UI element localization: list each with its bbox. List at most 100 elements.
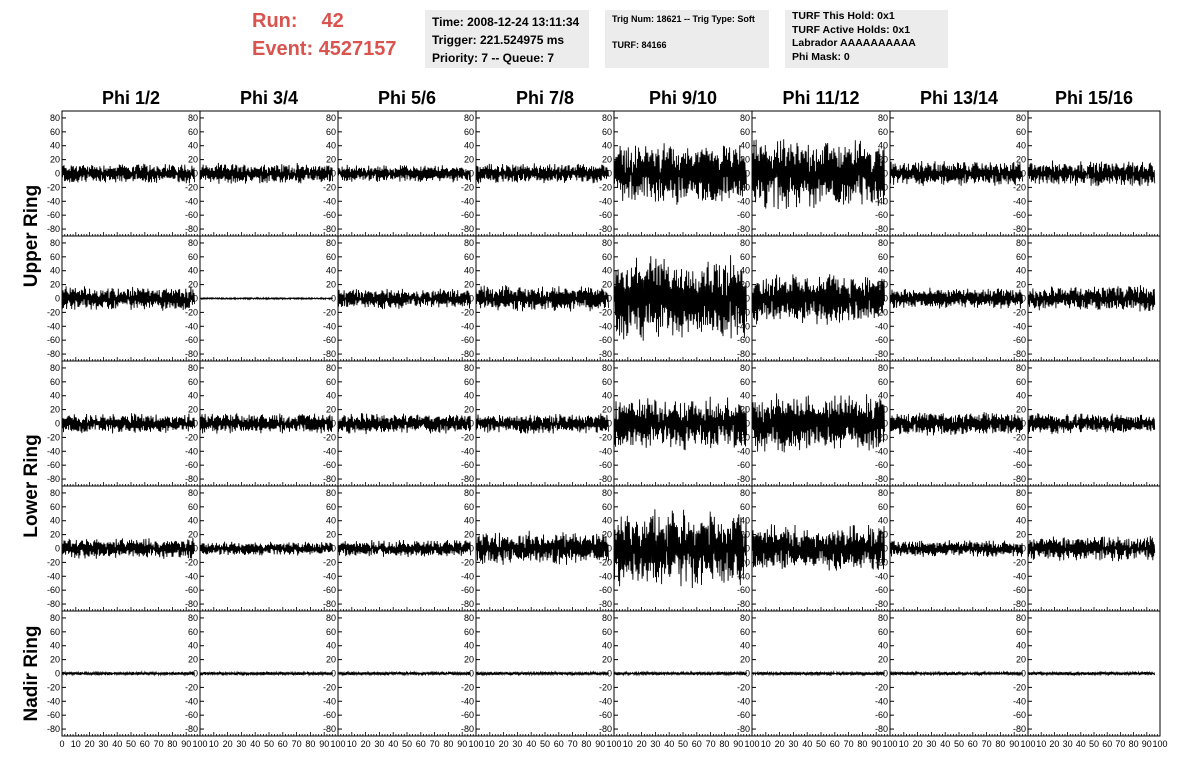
ytick-label-r4-c8-v-40: -40 (1013, 571, 1026, 581)
ytick-label-r5-c5-v-60: -60 (599, 710, 612, 720)
ytick-label-r4-c8-v80: 80 (1016, 488, 1026, 498)
waveform-r2-c7 (889, 287, 1023, 309)
ytick-label-r2-c8-v-40: -40 (1013, 321, 1026, 331)
ytick-label-r3-c1-v-80: -80 (47, 474, 60, 484)
xtick-label-c5-v10: 10 (623, 739, 633, 749)
ytick-label-r2-c4-v20: 20 (464, 280, 474, 290)
ytick-label-r4-c3-v60: 60 (326, 502, 336, 512)
ytick-label-r1-c5-v60: 60 (602, 127, 612, 137)
ytick-label-r1-c2-v0: 0 (193, 169, 198, 179)
ytick-label-r4-c2-v60: 60 (188, 502, 198, 512)
xtick-label-c2-v70: 70 (292, 739, 302, 749)
ytick-label-r5-c8-v0: 0 (1021, 669, 1026, 679)
ytick-label-r5-c6-v20: 20 (740, 655, 750, 665)
xtick-label-c7-v100: 100 (1020, 739, 1035, 749)
xtick-label-c4-v60: 60 (554, 739, 564, 749)
ytick-label-r2-c8-v-20: -20 (1013, 307, 1026, 317)
xtick-label-c5-v50: 50 (678, 739, 688, 749)
ytick-label-r1-c8-v-60: -60 (1013, 210, 1026, 220)
xtick-label-c3-v100: 100 (468, 739, 483, 749)
ytick-label-r3-c6-v40: 40 (740, 391, 750, 401)
ytick-label-r1-c2-v60: 60 (188, 127, 198, 137)
xtick-label-c7-v80: 80 (995, 739, 1005, 749)
xtick-label-c5-v20: 20 (637, 739, 647, 749)
ytick-label-r1-c6-v80: 80 (740, 113, 750, 123)
ytick-label-r3-c1-v40: 40 (50, 391, 60, 401)
ytick-label-r5-c4-v-80: -80 (461, 724, 474, 734)
ytick-label-r5-c5-v-20: -20 (599, 682, 612, 692)
ytick-label-r1-c1-v20: 20 (50, 155, 60, 165)
xtick-label-c2-v30: 30 (236, 739, 246, 749)
ytick-label-r2-c2-v-60: -60 (185, 335, 198, 345)
ytick-label-r3-c7-v-20: -20 (875, 432, 888, 442)
ytick-label-r5-c1-v40: 40 (50, 641, 60, 651)
ytick-label-r1-c4-v-80: -80 (461, 224, 474, 234)
ytick-label-r3-c3-v-80: -80 (323, 474, 336, 484)
trigger-text: Trigger: 221.524975 ms (432, 33, 565, 47)
xtick-label-c4-v80: 80 (581, 739, 591, 749)
ytick-label-r4-c4-v-40: -40 (461, 571, 474, 581)
ytick-label-r2-c4-v-20: -20 (461, 307, 474, 317)
waveform-r2-c8 (1027, 285, 1156, 312)
ytick-label-r2-c7-v40: 40 (878, 266, 888, 276)
waveform-r4-c1 (61, 537, 195, 559)
ytick-label-r5-c6-v-20: -20 (737, 682, 750, 692)
ytick-label-r5-c2-v-80: -80 (185, 724, 198, 734)
ytick-label-r5-c7-v40: 40 (878, 641, 888, 651)
ytick-label-r1-c3-v-60: -60 (323, 210, 336, 220)
waveform-r5-c2 (199, 670, 333, 677)
ytick-label-r3-c5-v0: 0 (607, 419, 612, 429)
ytick-label-r2-c5-v0: 0 (607, 294, 612, 304)
ytick-label-r4-c6-v-80: -80 (737, 599, 750, 609)
ytick-label-r5-c3-v-80: -80 (323, 724, 336, 734)
ytick-label-r2-c7-v-40: -40 (875, 321, 888, 331)
ytick-label-r1-c4-v-40: -40 (461, 196, 474, 206)
run-value: 42 (321, 10, 344, 32)
ytick-label-r2-c1-v-60: -60 (47, 335, 60, 345)
ytick-label-r2-c2-v80: 80 (188, 238, 198, 248)
ytick-label-r2-c6-v-60: -60 (737, 335, 750, 345)
waveform-r4-c4 (475, 530, 609, 565)
xtick-label-c8-v10: 10 (1036, 739, 1046, 749)
ytick-label-r1-c1-v40: 40 (50, 141, 60, 151)
ytick-label-r2-c4-v80: 80 (464, 238, 474, 248)
time-panel: Time: 2008-12-24 13:11:34 Trigger: 221.5… (425, 10, 589, 68)
ytick-label-r4-c3-v0: 0 (331, 544, 336, 554)
run-event-box: Run: 42 Event: 4527157 (252, 8, 417, 68)
ytick-label-r5-c2-v-60: -60 (185, 710, 198, 720)
event-line: Event: 4527157 (252, 38, 397, 61)
ytick-label-r3-c7-v20: 20 (878, 405, 888, 415)
waveform-r2-c6 (751, 274, 885, 325)
ytick-label-r3-c7-v60: 60 (878, 377, 888, 387)
ytick-label-r2-c3-v-40: -40 (323, 321, 336, 331)
column-header-1: Phi 1/2 (102, 88, 160, 108)
waveform-r1-c2 (199, 162, 333, 184)
ytick-label-r3-c3-v-20: -20 (323, 432, 336, 442)
ytick-label-r5-c2-v0: 0 (193, 669, 198, 679)
ytick-label-r1-c1-v60: 60 (50, 127, 60, 137)
xtick-label-c2-v20: 20 (223, 739, 233, 749)
ytick-label-r5-c2-v-20: -20 (185, 682, 198, 692)
ytick-label-r4-c8-v60: 60 (1016, 502, 1026, 512)
ytick-label-r1-c1-v-20: -20 (47, 182, 60, 192)
ytick-label-r4-c2-v0: 0 (193, 544, 198, 554)
ytick-label-r3-c4-v40: 40 (464, 391, 474, 401)
ytick-label-r5-c8-v-20: -20 (1013, 682, 1026, 692)
xtick-label-c2-v50: 50 (264, 739, 274, 749)
ytick-label-r5-c4-v40: 40 (464, 641, 474, 651)
xtick-label-c1-v90: 90 (181, 739, 191, 749)
ytick-label-r3-c5-v-20: -20 (599, 432, 612, 442)
ytick-label-r5-c7-v60: 60 (878, 627, 888, 637)
ytick-label-r1-c2-v-60: -60 (185, 210, 198, 220)
ytick-label-r2-c2-v0: 0 (193, 294, 198, 304)
ytick-label-r5-c3-v0: 0 (331, 669, 336, 679)
ytick-label-r5-c4-v80: 80 (464, 613, 474, 623)
ytick-label-r2-c6-v0: 0 (745, 294, 750, 304)
turf-text: TURF: 84166 (612, 40, 667, 50)
ytick-label-r2-c7-v-80: -80 (875, 349, 888, 359)
ytick-label-r2-c3-v60: 60 (326, 252, 336, 262)
ytick-label-r1-c7-v20: 20 (878, 155, 888, 165)
xtick-label-c4-v10: 10 (485, 739, 495, 749)
ytick-label-r3-c8-v-60: -60 (1013, 460, 1026, 470)
ytick-label-r2-c4-v60: 60 (464, 252, 474, 262)
